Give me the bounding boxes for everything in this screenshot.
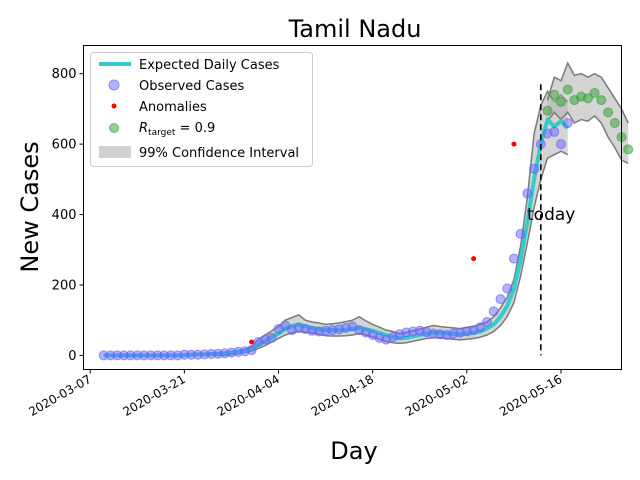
x-tick-label: 2020-03-07 [26,372,93,419]
ci-band-projection-upper-edge [546,61,629,124]
plot-area [98,61,634,361]
observed-point [549,126,560,137]
projection-point [549,89,560,100]
legend-box [90,52,313,167]
observed-point [266,332,277,343]
legend-swatch-observed [108,79,120,91]
legend-rtarget-sub: target [148,128,176,138]
observed-point [562,118,573,128]
chart-title: Tamil Nadu [288,15,422,43]
y-tick-label: 200 [52,278,77,293]
observed-point [482,317,492,327]
y-tick-label: 800 [52,67,77,82]
x-tick-label: 2020-04-04 [215,372,282,419]
legend-label-expected: Expected Daily Cases [139,58,280,73]
observed-point [522,188,533,199]
projection-point [542,105,553,116]
observed-point [515,228,526,239]
anomaly-point [471,256,477,262]
observed-point [475,322,486,333]
observed-point [488,306,499,317]
x-tick-label: 2020-04-18 [309,372,376,419]
legend-rtarget-main: R [139,121,148,136]
y-axis-label: New Cases [16,141,44,272]
x-tick-label: 2020-05-16 [497,372,564,419]
y-axis: 0 200 400 600 800 [52,67,84,364]
projection-point [562,84,573,95]
x-axis-label: Day [330,437,377,465]
observed-point [502,283,513,294]
observed-point [280,320,291,331]
projection-point [603,107,614,118]
y-tick-label: 600 [52,138,77,153]
observed-point [529,163,540,174]
projection-point [596,95,607,106]
anomaly-point [511,141,517,147]
projection-point [623,144,634,155]
legend-swatch-anomalies [111,103,117,109]
projection-point [556,96,566,107]
projection-point [609,118,620,128]
x-axis: 2020-03-07 2020-03-21 2020-04-04 2020-04-18… [26,369,564,419]
legend-label-ci: 99% Confidence Interval [139,146,299,161]
x-tick-label: 2020-03-21 [120,372,187,419]
observed-point [495,294,506,305]
observed-point [556,139,566,150]
axes-frame [83,45,622,370]
projection-point [582,93,593,104]
observed-point [246,345,257,356]
legend: Expected Daily Cases Observed Cases Anom… [90,52,313,167]
today-annotation: today [527,205,575,225]
y-tick-label: 0 [68,349,76,364]
legend-rtarget-eq: = 0.9 [175,121,215,136]
legend-label-observed: Observed Cases [139,79,244,94]
observed-point [508,253,519,264]
legend-label-rtarget: Rtarget = 0.9 [139,121,215,138]
legend-swatch-ci [99,146,131,158]
x-tick-label: 2020-05-02 [403,372,470,419]
legend-swatch-projection [109,123,119,133]
projection-point [589,88,600,98]
legend-label-anomalies: Anomalies [139,100,207,115]
anomaly-point [249,339,255,345]
y-tick-label: 400 [52,208,77,223]
